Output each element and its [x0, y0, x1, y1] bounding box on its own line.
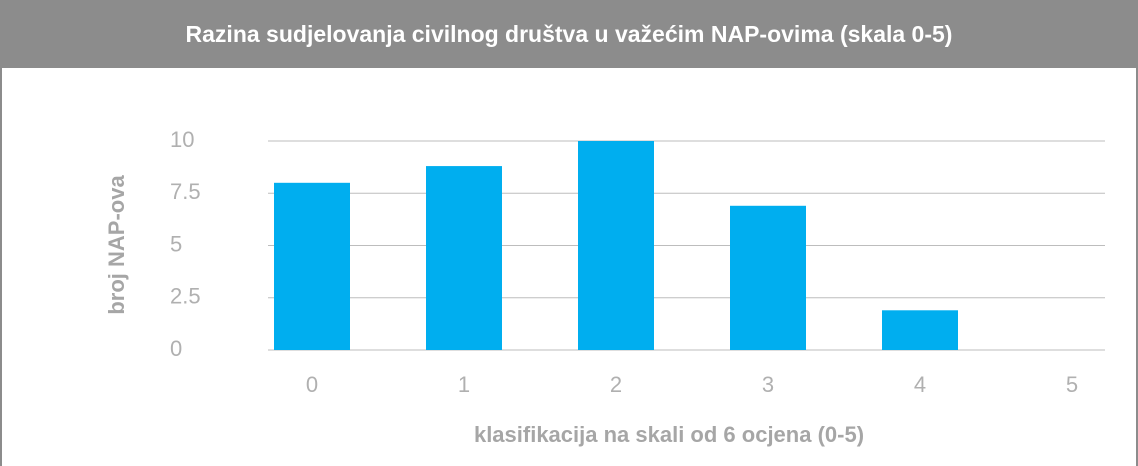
- x-axis-label: klasifikacija na skali od 6 ocjena (0-5): [474, 422, 864, 447]
- x-tick-label: 2: [610, 372, 622, 397]
- x-tick-label: 1: [458, 372, 470, 397]
- bar: [882, 310, 958, 350]
- x-tick-label: 5: [1066, 372, 1078, 397]
- bar: [426, 166, 502, 350]
- y-tick-label: 5: [170, 231, 182, 256]
- x-tick-label: 3: [762, 372, 774, 397]
- chart-title: Razina sudjelovanja civilnog društva u v…: [186, 21, 953, 47]
- bar: [274, 182, 350, 350]
- header: [0, 0, 1138, 68]
- bar: [730, 205, 806, 350]
- y-axis-label: broj NAP-ova: [104, 175, 129, 315]
- y-tick-label: 7.5: [170, 179, 201, 204]
- y-tick-label: 0: [170, 336, 182, 361]
- bar: [578, 141, 654, 350]
- x-tick-label: 4: [914, 372, 926, 397]
- y-tick-label: 2.5: [170, 284, 201, 309]
- x-tick-label: 0: [306, 372, 318, 397]
- y-tick-label: 10: [170, 127, 194, 152]
